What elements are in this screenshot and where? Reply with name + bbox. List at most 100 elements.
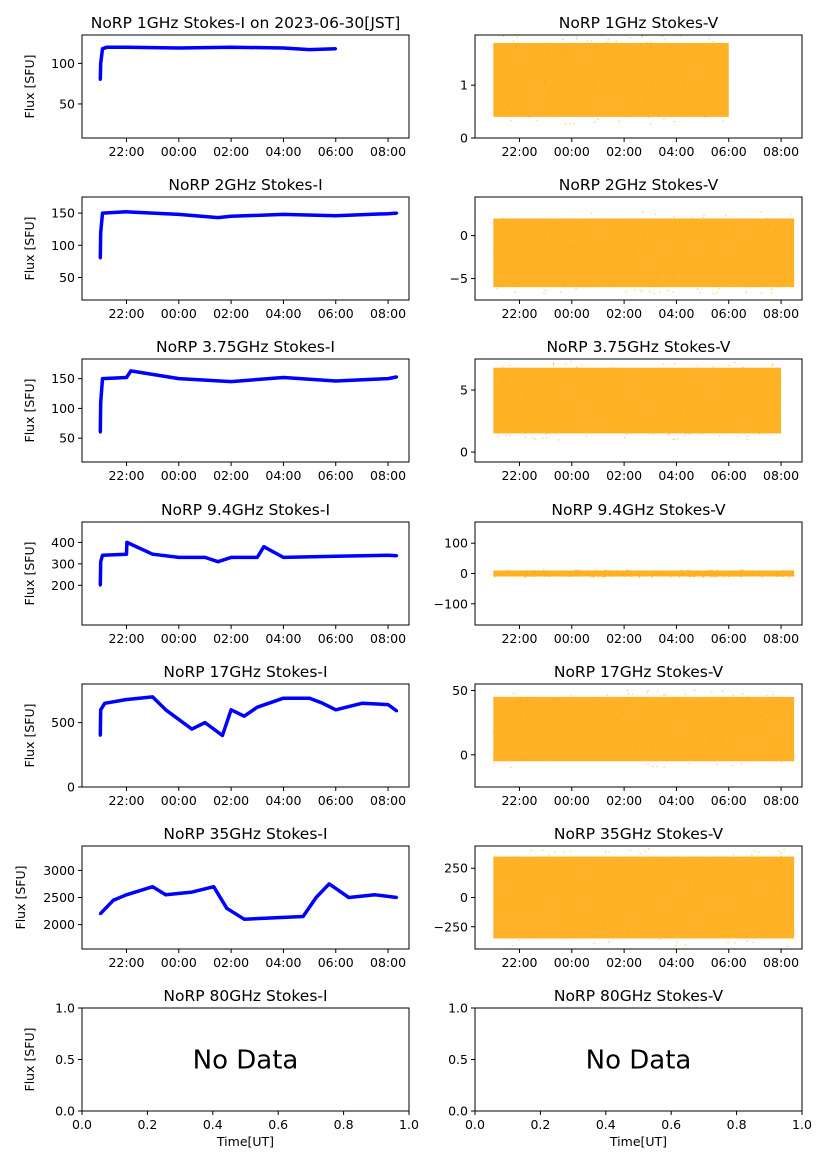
data-point bbox=[779, 873, 781, 875]
data-point bbox=[516, 409, 519, 412]
data-point bbox=[516, 876, 519, 879]
data-point bbox=[532, 570, 535, 572]
data-point bbox=[678, 379, 680, 382]
data-point bbox=[755, 404, 758, 407]
data-point bbox=[500, 397, 503, 400]
data-point bbox=[750, 276, 752, 278]
data-point bbox=[561, 239, 563, 241]
y-tick-label: 0 bbox=[67, 780, 75, 795]
data-point bbox=[653, 574, 655, 576]
data-point bbox=[566, 747, 568, 750]
data-point bbox=[618, 120, 621, 123]
data-point bbox=[732, 426, 734, 428]
data-point bbox=[532, 436, 534, 439]
data-point bbox=[706, 570, 708, 573]
data-point bbox=[590, 47, 592, 49]
data-point bbox=[734, 224, 736, 226]
data-point bbox=[499, 283, 501, 286]
data-point bbox=[532, 937, 535, 939]
data-point bbox=[711, 930, 714, 932]
data-point bbox=[639, 852, 641, 855]
data-point bbox=[586, 574, 589, 577]
data-point bbox=[685, 419, 688, 421]
data-point bbox=[623, 575, 625, 578]
data-point bbox=[668, 877, 670, 879]
data-point bbox=[663, 891, 665, 893]
data-point bbox=[386, 212, 390, 216]
data-point bbox=[621, 712, 624, 714]
data-point bbox=[540, 112, 542, 115]
data-point bbox=[564, 54, 567, 56]
data-point bbox=[652, 863, 654, 865]
data-point bbox=[502, 217, 505, 220]
data-point bbox=[525, 396, 528, 398]
data-point bbox=[688, 433, 691, 435]
data-point bbox=[719, 268, 721, 271]
data-point bbox=[683, 84, 685, 87]
data-point bbox=[282, 376, 285, 379]
data-point bbox=[714, 708, 717, 711]
y-tick-label: 150 bbox=[51, 206, 75, 221]
data-point bbox=[563, 860, 565, 862]
data-point bbox=[531, 720, 533, 723]
data-point bbox=[672, 103, 675, 105]
data-point bbox=[708, 417, 710, 419]
data-point bbox=[500, 714, 503, 717]
data-point bbox=[627, 257, 629, 259]
data-point bbox=[695, 570, 698, 573]
data-point bbox=[750, 896, 752, 899]
data-point bbox=[493, 576, 496, 578]
data-point bbox=[585, 435, 587, 438]
data-point bbox=[595, 569, 598, 572]
y-axis-label: Flux [SFU] bbox=[22, 704, 37, 768]
data-point bbox=[616, 894, 618, 896]
data-point bbox=[558, 892, 561, 895]
data-point bbox=[685, 397, 687, 399]
data-point bbox=[582, 219, 584, 221]
data-point bbox=[702, 216, 705, 219]
data-point bbox=[740, 727, 743, 729]
y-tick-label: −100 bbox=[434, 596, 468, 611]
data-point bbox=[565, 574, 567, 577]
data-point bbox=[527, 700, 529, 702]
data-point bbox=[395, 554, 399, 558]
data-point bbox=[497, 74, 499, 76]
data-point bbox=[690, 736, 692, 738]
data-point bbox=[605, 79, 607, 82]
data-point bbox=[575, 38, 578, 40]
data-point bbox=[785, 708, 788, 710]
data-point bbox=[656, 417, 659, 419]
data-point bbox=[769, 700, 771, 702]
data-point bbox=[762, 416, 765, 419]
data-point bbox=[583, 730, 585, 732]
data-point bbox=[600, 377, 602, 379]
data-point bbox=[723, 576, 725, 578]
x-tick-label: 04:00 bbox=[265, 955, 301, 970]
y-tick-label: 0 bbox=[460, 566, 468, 581]
data-point bbox=[560, 570, 562, 572]
data-point bbox=[518, 701, 520, 703]
data-point bbox=[623, 895, 626, 898]
data-point bbox=[760, 413, 763, 415]
data-point bbox=[756, 574, 759, 576]
data-point bbox=[524, 740, 527, 743]
data-point bbox=[748, 889, 751, 892]
data-point bbox=[721, 934, 724, 937]
data-point bbox=[687, 397, 689, 399]
data-point bbox=[544, 406, 546, 408]
data-point bbox=[518, 891, 521, 893]
x-tick-label: 22:00 bbox=[108, 955, 144, 970]
data-point bbox=[727, 731, 729, 733]
data-point bbox=[704, 913, 707, 916]
data-point bbox=[770, 288, 773, 291]
data-point bbox=[494, 262, 496, 264]
data-point bbox=[610, 367, 612, 369]
data-point bbox=[529, 95, 532, 97]
data-point bbox=[545, 748, 547, 750]
data-point bbox=[749, 387, 752, 390]
data-point bbox=[507, 569, 509, 571]
data-point bbox=[177, 377, 181, 381]
data-point bbox=[602, 707, 604, 710]
data-point bbox=[769, 266, 771, 268]
data-point bbox=[746, 260, 748, 262]
